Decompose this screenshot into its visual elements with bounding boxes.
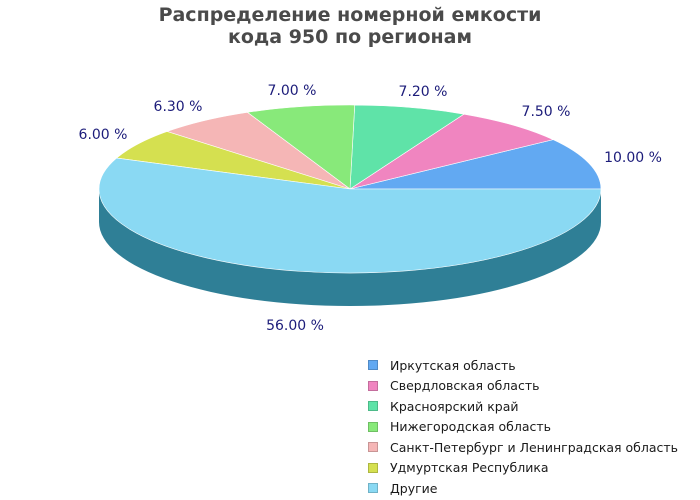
pie-slice-label-5: 6.30 % xyxy=(154,99,203,115)
legend-label-1: Иркутская область xyxy=(390,357,516,373)
legend-swatch-2 xyxy=(368,380,378,391)
legend-item-5: Санкт-Петербург и Ленинградская область xyxy=(368,437,698,458)
pie-slice-2 xyxy=(349,113,554,190)
pie-slice-label-7: 56.00 % xyxy=(266,318,324,334)
pie-slice-label-1: 10.00 % xyxy=(604,150,662,166)
chart-title-line-2: кода 950 по регионам xyxy=(227,26,473,48)
legend-swatch-3 xyxy=(368,401,378,412)
legend-swatch-7 xyxy=(368,483,378,494)
legend-item-4: Нижегородская область xyxy=(368,417,698,438)
pie-labels: 10.00 % 7.50 % 7.20 % 7.00 % 6.30 % 6.00 % 56.… xyxy=(79,83,662,334)
legend-swatch-1 xyxy=(368,360,378,371)
pie-slice-7 xyxy=(98,157,602,274)
legend-label-2: Свердловская область xyxy=(390,378,540,394)
pie-slice-label-4: 7.00 % xyxy=(268,83,317,99)
pie-slice-3 xyxy=(349,104,465,190)
legend-swatch-5 xyxy=(368,442,378,453)
legend-label-7: Другие xyxy=(390,480,438,496)
pie-slice-label-6: 6.00 % xyxy=(79,127,128,143)
pie-top xyxy=(98,104,602,274)
chart-title-line-1: Распределение номерной емкости xyxy=(158,4,542,26)
chart-title: Распределение номерной емкости кода 950 … xyxy=(0,4,700,48)
legend-item-6: Удмуртская Республика xyxy=(368,458,698,479)
legend: Иркутская область Свердловская область Кра… xyxy=(368,355,698,499)
legend-label-4: Нижегородская область xyxy=(390,419,552,435)
pie-slice-1 xyxy=(349,139,602,190)
pie-slice-4 xyxy=(246,104,356,190)
pie-slice-label-3: 7.20 % xyxy=(399,84,448,100)
legend-item-7: Другие xyxy=(368,478,698,499)
pie-slice-label-2: 7.50 % xyxy=(522,104,571,120)
pie-side-wall xyxy=(99,189,601,306)
legend-swatch-4 xyxy=(368,421,378,432)
legend-swatch-6 xyxy=(368,462,378,473)
legend-label-3: Красноярский край xyxy=(390,398,519,414)
legend-item-3: Красноярский край xyxy=(368,396,698,417)
legend-label-5: Санкт-Петербург и Ленинградская область xyxy=(390,439,679,455)
pie-side xyxy=(99,189,601,306)
legend-item-1: Иркутская область xyxy=(368,355,698,376)
legend-label-6: Удмуртская Республика xyxy=(390,460,549,476)
legend-item-2: Свердловская область xyxy=(368,376,698,397)
